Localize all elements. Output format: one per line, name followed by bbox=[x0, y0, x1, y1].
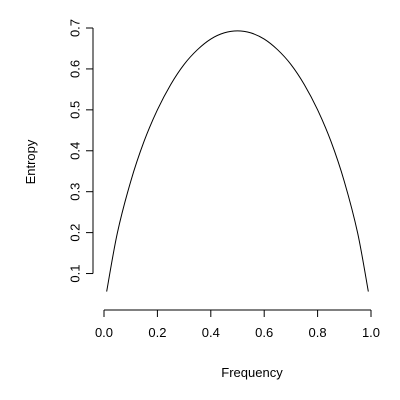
y-tick-label: 0.4 bbox=[67, 142, 82, 160]
y-tick-label: 0.2 bbox=[67, 224, 82, 242]
y-tick-label: 0.6 bbox=[67, 60, 82, 78]
y-tick-label: 0.7 bbox=[67, 19, 82, 37]
y-tick-label: 0.5 bbox=[67, 101, 82, 119]
x-tick-label: 1.0 bbox=[362, 325, 380, 340]
x-tick-label: 0.2 bbox=[148, 325, 166, 340]
y-axis-title: Entropy bbox=[23, 139, 38, 184]
x-tick-label: 0.8 bbox=[309, 325, 327, 340]
entropy-curve-line bbox=[106, 30, 369, 292]
x-tick-label: 0.6 bbox=[255, 325, 273, 340]
x-axis: 0.0 0.2 0.4 0.6 0.8 1.0 bbox=[95, 309, 380, 340]
x-tick-label: 0.4 bbox=[202, 325, 220, 340]
y-axis: 0.1 0.2 0.3 0.4 0.5 0.6 0.7 bbox=[67, 19, 94, 283]
x-axis-title: Frequency bbox=[221, 365, 283, 380]
y-tick-label: 0.1 bbox=[67, 264, 82, 282]
x-tick-label: 0.0 bbox=[95, 325, 113, 340]
y-tick-label: 0.3 bbox=[67, 183, 82, 201]
